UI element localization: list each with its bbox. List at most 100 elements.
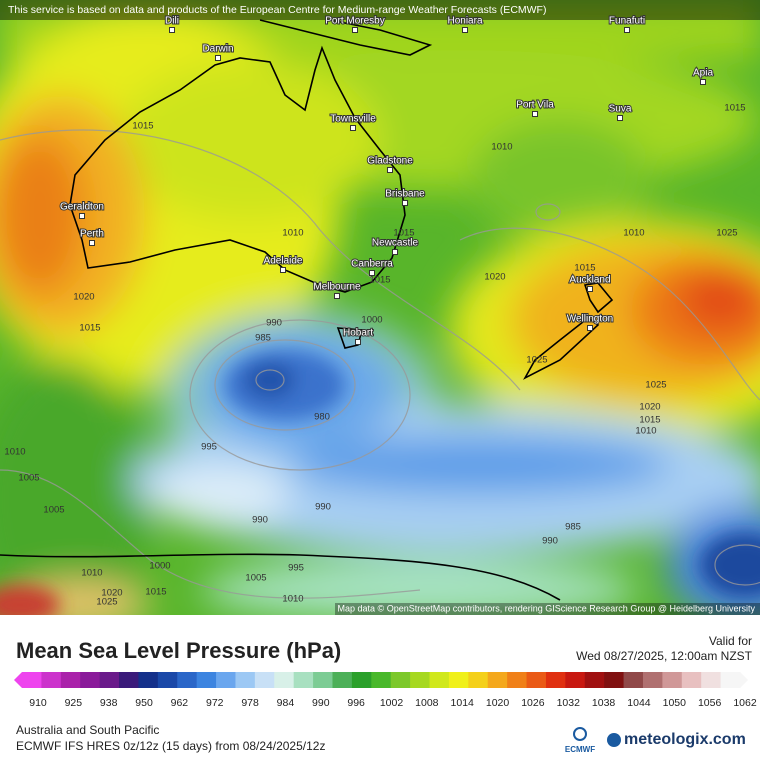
colorbar-swatch (293, 672, 314, 688)
isobar-label: 990 (266, 318, 282, 329)
city-label: Wellington (567, 314, 614, 325)
isobar-label: 1015 (369, 275, 390, 286)
colorbar-swatch (119, 672, 139, 688)
attribution-bar (0, 0, 760, 20)
city-label: Funafuti (609, 16, 645, 27)
isobar-label: 1025 (716, 228, 737, 239)
colorbar-swatch (565, 672, 586, 688)
valid-time: Wed 08/27/2025, 12:00am NZST (576, 649, 753, 663)
city-label: Apia (693, 68, 713, 79)
isobar-label: 1020 (73, 292, 94, 303)
colorbar-swatch (235, 672, 256, 688)
city-label: Adelaide (264, 256, 303, 267)
isobar-label: 1020 (484, 272, 505, 283)
isobar-label: 1005 (245, 573, 266, 584)
isobar-label: 990 (542, 536, 558, 547)
colorbar-swatch (22, 672, 42, 688)
city-label: Gladstone (367, 156, 413, 167)
colorbar-tick-label: 1056 (698, 697, 722, 709)
city-label: Hobart (343, 328, 373, 339)
isobar-label: 985 (565, 522, 581, 533)
isobar-label: 1010 (623, 228, 644, 239)
city-marker (215, 55, 221, 61)
isobar-label: 1005 (18, 473, 39, 484)
colorbar-swatch (60, 672, 81, 688)
colorbar-tick-label: 1026 (521, 697, 545, 709)
colorbar-swatch (526, 672, 547, 688)
colorbar-swatch (390, 672, 411, 688)
ecmwf-logo: ECMWF (565, 745, 595, 754)
colorbar-swatch (642, 672, 663, 688)
colorbar-tick-label: 996 (347, 697, 365, 709)
city-marker (350, 125, 356, 131)
isobar-label: 1020 (101, 588, 122, 599)
credit-bar (335, 603, 760, 615)
colorbar-tick-label: 1062 (733, 697, 757, 709)
colorbar-swatch (468, 672, 489, 688)
attribution: This service is based on data and produc… (8, 4, 546, 16)
region: Australia and South Pacific (16, 723, 159, 737)
isobar-label: 1015 (79, 323, 100, 334)
colorbar-arrow (740, 672, 748, 688)
colorbar-swatch (138, 672, 159, 688)
city-marker (352, 27, 358, 33)
colorbar-tick-label: 984 (277, 697, 295, 709)
isobar-label: 1025 (526, 355, 547, 366)
isobar-label: 1015 (574, 263, 595, 274)
city-label: Port Vila (516, 100, 554, 111)
colorbar-tick-label: 1002 (380, 697, 404, 709)
colorbar-swatch (410, 672, 431, 688)
isobar-label: 1015 (132, 121, 153, 132)
colorbar-swatch (332, 672, 353, 688)
isobar-label: 1015 (639, 415, 660, 426)
colorbar-tick-label: 990 (312, 697, 330, 709)
colorbar-swatch (701, 672, 722, 688)
city-label: Darwin (202, 44, 233, 55)
city-marker (169, 27, 175, 33)
colorbar-tick-label: 1044 (627, 697, 651, 709)
colorbar-swatch (662, 672, 683, 688)
isobar-label: 1015 (145, 587, 166, 598)
isobar-label: 1015 (393, 228, 414, 239)
city-label: Honiara (447, 16, 482, 27)
colorbar-tick-label: 1008 (415, 697, 439, 709)
city-label: Dili (165, 16, 179, 27)
colorbar-tick-label: 1020 (486, 697, 510, 709)
colorbar-swatch (487, 672, 508, 688)
city-marker (587, 286, 593, 292)
isobar-label: 990 (315, 502, 331, 513)
city-label: Melbourne (313, 282, 361, 293)
city-label: Newcastle (372, 238, 419, 249)
isobar-label: 1010 (635, 426, 656, 437)
colorbar-swatch (720, 672, 741, 688)
colorbar-swatch (274, 672, 295, 688)
colorbar-swatch (99, 672, 120, 688)
colorbar-swatch (429, 672, 450, 688)
colorbar-tick-label: 1014 (451, 697, 475, 709)
labels: Dili Port Moresby Honiara Funafuti Darwin Api… (4, 15, 745, 608)
colorbar-swatch (371, 672, 392, 688)
isobar-label: 1015 (724, 103, 745, 114)
city-marker (392, 249, 398, 255)
valid-label: Valid for (709, 634, 752, 648)
isobar-label: 1010 (282, 228, 303, 239)
isobar-label: 1010 (491, 142, 512, 153)
colorbar-swatch (604, 672, 625, 688)
city-marker (624, 27, 630, 33)
isobar-label: 1000 (361, 315, 382, 326)
isobar-label: 1000 (149, 561, 170, 572)
pressure-field (0, 0, 760, 615)
title: Mean Sea Level Pressure (hPa) (16, 638, 341, 663)
city-label: Suva (609, 104, 632, 115)
isobar-label: 1005 (43, 505, 64, 516)
city-label: Perth (80, 229, 104, 240)
city-marker (355, 339, 361, 345)
isobar-label: 995 (288, 563, 304, 574)
colorbar-tick-label: 938 (100, 697, 118, 709)
city-marker (387, 167, 393, 173)
city-marker (532, 111, 538, 117)
city-label: Townsville (330, 114, 376, 125)
city-label: Canberra (351, 259, 393, 270)
